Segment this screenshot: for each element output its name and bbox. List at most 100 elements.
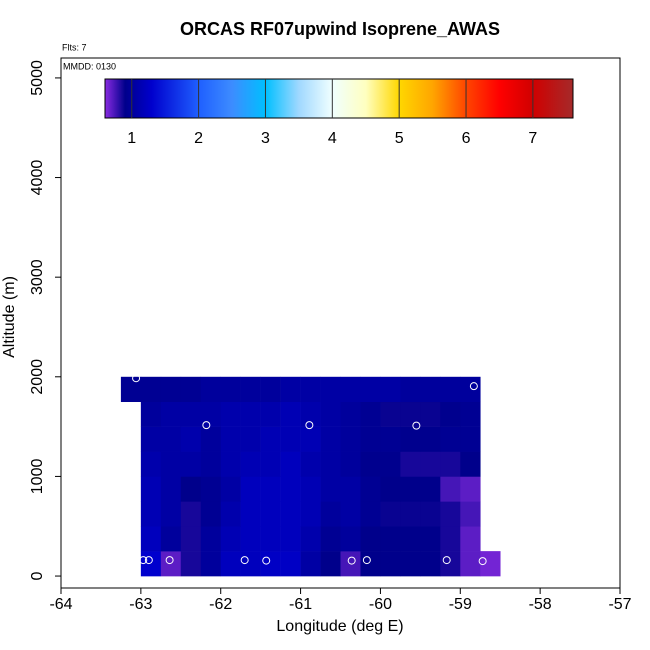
heat-cell: [360, 551, 381, 577]
heat-cell: [340, 451, 361, 477]
heat-cell: [360, 526, 381, 552]
heat-cell: [280, 551, 301, 577]
heat-cell: [300, 376, 321, 403]
heat-cell: [440, 476, 461, 502]
heat-cell: [300, 451, 321, 477]
heat-cell: [240, 551, 261, 577]
colorbar-tick-label: 2: [194, 130, 203, 147]
heat-cell: [200, 551, 222, 577]
y-tick-label: 0: [29, 571, 46, 580]
colorbar: [104, 78, 574, 119]
x-tick-label: -63: [129, 596, 152, 613]
heat-cell: [440, 401, 461, 427]
heat-cell: [180, 551, 202, 577]
heat-cell: [320, 476, 341, 502]
heat-cell: [240, 451, 261, 477]
heat-cell: [400, 551, 421, 577]
heat-cell: [420, 401, 441, 427]
sample-point: [202, 421, 211, 430]
heat-cell: [240, 426, 261, 452]
chart-title: ORCAS RF07upwind Isoprene_AWAS: [180, 19, 500, 39]
x-tick-label: -59: [449, 596, 472, 613]
heat-cell: [420, 451, 441, 477]
date-note: MMDD: 0130: [63, 61, 116, 71]
x-tick-label: -61: [289, 596, 312, 613]
sample-point: [165, 556, 174, 565]
flights-note: Flts: 7: [62, 42, 87, 52]
heat-cell: [340, 526, 361, 552]
heat-cell: [420, 551, 441, 577]
heat-cell: [320, 451, 341, 477]
heat-cell: [140, 451, 162, 477]
heat-cell: [400, 451, 421, 477]
sample-point: [139, 556, 148, 565]
heat-cell: [400, 401, 421, 427]
sample-point: [362, 556, 371, 565]
heat-cell: [240, 376, 261, 403]
heat-cell: [420, 526, 441, 552]
heat-cell: [320, 501, 341, 527]
heat-cell: [160, 426, 182, 452]
heat-cell: [200, 376, 222, 403]
heat-cell: [200, 451, 222, 477]
heat-cell: [220, 501, 241, 527]
sample-point: [132, 374, 141, 383]
heat-cell: [140, 476, 162, 502]
heat-cell: [260, 476, 281, 502]
heat-cell: [420, 476, 441, 502]
heat-cell: [340, 426, 361, 452]
heat-cell: [400, 426, 421, 452]
x-axis-label: Longitude (deg E): [276, 618, 403, 635]
heat-cell: [320, 551, 341, 577]
heat-cell: [200, 526, 222, 552]
heat-cell: [200, 401, 222, 427]
heat-cell: [340, 376, 361, 403]
heat-cell: [280, 501, 301, 527]
heat-cell: [220, 426, 241, 452]
heat-cell: [280, 376, 301, 403]
heat-cell: [340, 476, 361, 502]
heat-cell: [480, 551, 501, 577]
x-tick-label: -58: [529, 596, 552, 613]
heat-cell: [280, 401, 301, 427]
heat-cell: [200, 426, 222, 452]
heat-cell: [440, 426, 461, 452]
heat-cell: [420, 376, 441, 403]
y-tick-label: 4000: [29, 160, 46, 196]
heat-cell: [300, 426, 321, 452]
heat-cell: [360, 426, 381, 452]
heat-cell: [260, 426, 281, 452]
heat-cell: [400, 376, 421, 403]
heat-cell: [200, 501, 222, 527]
sample-point: [412, 421, 421, 430]
heat-cell: [140, 526, 162, 552]
sample-point: [240, 556, 249, 565]
heat-cell: [460, 376, 481, 403]
heat-cell: [120, 376, 142, 403]
heat-cell: [380, 401, 401, 427]
heat-cell: [260, 526, 281, 552]
sample-point: [305, 421, 314, 430]
heat-cell: [440, 451, 461, 477]
y-axis-label: Altitude (m): [1, 276, 18, 358]
heat-cell: [360, 376, 381, 403]
heat-cell: [140, 376, 162, 403]
heat-cell: [380, 501, 401, 527]
colorbar-tick-label: 3: [261, 130, 270, 147]
heat-cell: [420, 501, 441, 527]
heat-cell: [380, 451, 401, 477]
heat-cell: [360, 401, 381, 427]
heat-cell: [220, 476, 241, 502]
heat-cell: [360, 476, 381, 502]
heat-cell: [440, 376, 461, 403]
heat-cell: [160, 401, 182, 427]
heat-cell: [380, 376, 401, 403]
heat-cell: [320, 526, 341, 552]
x-tick-label: -62: [209, 596, 232, 613]
heat-cell: [380, 551, 401, 577]
sample-point: [442, 556, 451, 565]
heat-cell: [360, 501, 381, 527]
heat-cell: [460, 426, 481, 452]
plot-frame: [60, 57, 621, 589]
